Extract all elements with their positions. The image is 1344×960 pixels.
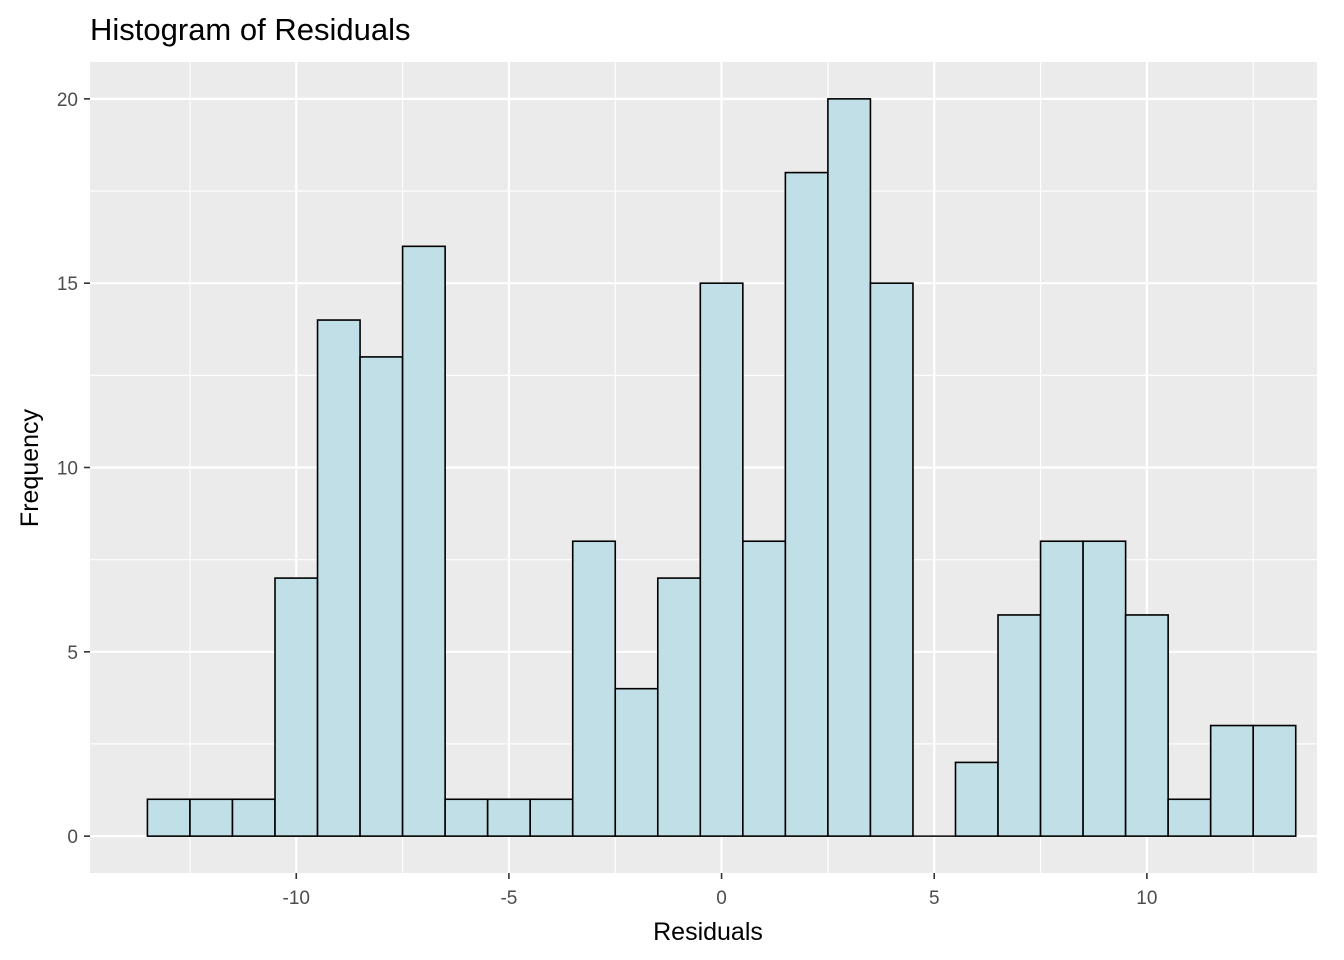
- y-axis: 0 5 10 15 20: [57, 90, 90, 848]
- y-tick-label: 0: [67, 827, 78, 848]
- histogram-bar: [444, 798, 489, 837]
- histogram-bar: [827, 98, 872, 837]
- chart-title: Histogram of Residuals: [90, 12, 410, 47]
- y-tick-label: 20: [57, 90, 78, 111]
- y-tick-label: 10: [57, 459, 78, 480]
- histogram-bars: [146, 98, 1297, 837]
- histogram-bar: [656, 577, 702, 837]
- histogram-bar: [316, 319, 361, 837]
- histogram-bar: [699, 282, 744, 837]
- histogram-bar: [1252, 724, 1297, 837]
- histogram-bar: [359, 356, 404, 837]
- x-axis-title: Residuals: [653, 918, 763, 946]
- histogram-bar: [1039, 540, 1084, 837]
- histogram-bar: [146, 798, 191, 837]
- histogram-bar: [869, 282, 914, 837]
- histogram-bar: [784, 171, 829, 837]
- histogram-bar: [401, 245, 446, 837]
- histogram-bar: [571, 540, 617, 837]
- histogram-bar: [997, 614, 1042, 837]
- histogram-bar: [1167, 798, 1212, 837]
- histogram-bar: [274, 577, 319, 837]
- histogram-bar: [189, 798, 234, 837]
- histogram-bar: [1082, 540, 1127, 837]
- histogram-bar: [529, 798, 574, 837]
- y-axis-title: Frequency: [16, 408, 44, 527]
- x-tick-label: -10: [283, 888, 310, 909]
- histogram-bar: [486, 798, 531, 837]
- y-tick-label: 5: [67, 643, 78, 664]
- x-tick-label: 10: [1136, 888, 1157, 909]
- histogram-bar: [954, 761, 999, 837]
- histogram-bar: [231, 798, 276, 837]
- x-tick-label: -5: [500, 888, 517, 909]
- x-tick-label: 0: [716, 888, 727, 909]
- y-tick-label: 15: [57, 274, 78, 295]
- histogram-bar: [1209, 724, 1255, 837]
- histogram-bar: [742, 540, 787, 837]
- histogram-bar: [1124, 614, 1169, 837]
- x-tick-label: 5: [929, 888, 940, 909]
- histogram-bar: [614, 687, 659, 837]
- x-axis: -10 -5 0 5 10: [283, 873, 1157, 909]
